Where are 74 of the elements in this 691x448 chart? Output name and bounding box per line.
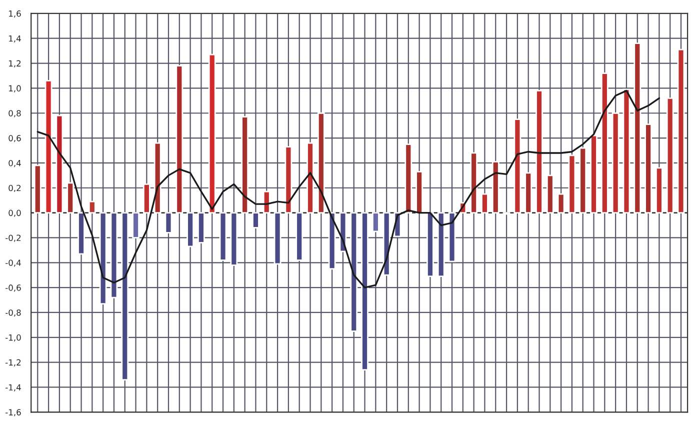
- bar: [634, 42, 642, 214]
- y-tick-label: -0,8: [6, 309, 21, 317]
- y-tick-label: 0,4: [8, 160, 21, 168]
- y-tick-label: -0,6: [6, 284, 21, 292]
- bar: [470, 152, 478, 214]
- bar: [677, 48, 685, 214]
- y-tick-label: 0,6: [8, 135, 21, 142]
- bar: [656, 167, 663, 214]
- bar: [536, 90, 543, 214]
- bar: [382, 212, 390, 276]
- bar: [568, 154, 576, 214]
- bar: [437, 212, 445, 278]
- bar: [132, 212, 140, 238]
- bar: [557, 193, 565, 214]
- bar: [644, 124, 652, 214]
- bar: [186, 212, 194, 248]
- line-series: [36, 90, 660, 288]
- bar: [524, 172, 532, 214]
- bar: [66, 182, 74, 214]
- bar: [296, 212, 304, 261]
- bar: [252, 212, 260, 228]
- y-tick-label: -1,6: [6, 409, 21, 416]
- bar: [481, 193, 488, 214]
- bar: [230, 212, 238, 266]
- bar: [121, 212, 129, 380]
- bar: [666, 97, 674, 214]
- bar: [88, 200, 96, 214]
- y-tick-label: 1,4: [9, 35, 21, 42]
- y-tick-label: 0,0: [8, 210, 21, 217]
- bar: [142, 183, 150, 214]
- bar: [99, 212, 107, 304]
- bar: [448, 212, 456, 262]
- y-tick-label: -1,0: [6, 334, 21, 342]
- bar: [274, 212, 282, 265]
- y-tick-label: 1,2: [9, 60, 21, 68]
- y-tick-label: 1,0: [9, 85, 21, 92]
- bar: [361, 212, 368, 370]
- bar: [426, 212, 434, 278]
- y-tick-label: -1,2: [6, 359, 21, 366]
- y-tick-label: 1,6: [9, 10, 21, 18]
- bar: [56, 114, 64, 214]
- bar: [44, 80, 52, 214]
- bar: [262, 190, 270, 214]
- bar: [306, 142, 314, 214]
- bar: [110, 212, 118, 298]
- y-tick-label: 0,8: [8, 110, 21, 118]
- bar: [284, 146, 292, 214]
- bar: [372, 212, 380, 232]
- bar: [317, 112, 325, 214]
- bar: [328, 212, 336, 270]
- bar: [416, 170, 423, 214]
- y-tick-label: -0,2: [6, 234, 21, 242]
- bar: [350, 212, 358, 332]
- bar: [492, 161, 500, 214]
- bar: [78, 212, 85, 255]
- bar: [579, 147, 587, 214]
- bar: [612, 112, 620, 214]
- bar: [208, 54, 216, 214]
- bar: [241, 116, 249, 214]
- bar: [176, 65, 184, 214]
- bar: [219, 212, 227, 261]
- bar: [546, 174, 554, 214]
- bar: [590, 134, 598, 214]
- bar: [404, 144, 412, 214]
- bar: [600, 72, 608, 214]
- bar: [154, 142, 162, 214]
- bar: [622, 88, 630, 214]
- y-tick-label: 0,2: [8, 184, 21, 192]
- bar: [164, 212, 172, 234]
- bar: [34, 164, 42, 214]
- bar: [514, 118, 522, 214]
- bar: [198, 212, 205, 244]
- y-tick-label: -1,4: [6, 384, 21, 392]
- y-tick-label: -0,4: [6, 260, 21, 267]
